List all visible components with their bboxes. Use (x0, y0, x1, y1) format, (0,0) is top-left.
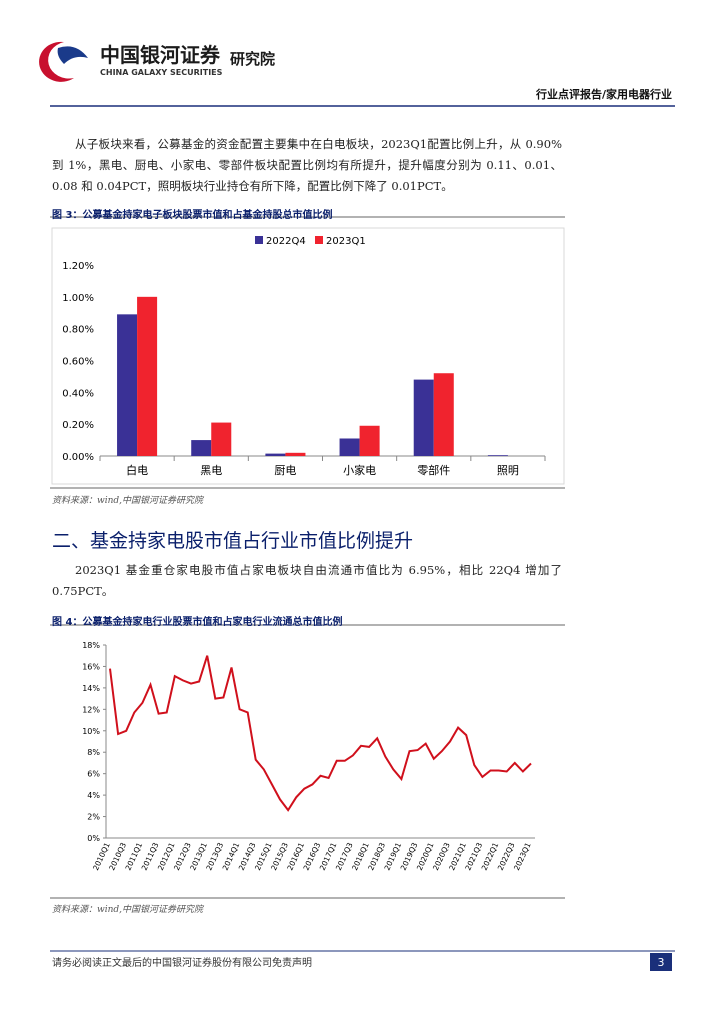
y-tick-label: 0.40% (62, 388, 94, 399)
y-tick-label: 0.20% (62, 420, 94, 431)
y-tick-label: 8% (87, 748, 100, 757)
bar (265, 453, 286, 456)
figure-title: 图 3：公募基金持家电子板块股票市值和占基金持股总市值比例 (52, 210, 333, 221)
page-number: 3 (658, 956, 665, 969)
bar (413, 379, 434, 456)
x-tick-label: 黑电 (200, 464, 222, 477)
y-tick-label: 14% (82, 684, 100, 693)
bar (285, 452, 306, 456)
source: 资料来源：wind,中国银河证券研究院 (52, 496, 204, 506)
y-tick-label: 10% (82, 727, 100, 736)
page-box (650, 953, 672, 971)
y-tick-label: 0% (87, 834, 100, 843)
bar (191, 440, 212, 456)
y-tick-label: 0.80% (62, 325, 94, 336)
bar (433, 373, 454, 456)
bar (211, 422, 232, 456)
y-tick-label: 0.00% (62, 452, 94, 463)
paragraph: 从子板块来看，公募基金的资金配置主要集中在白电板块，2023Q1配置比例上升，从… (52, 137, 562, 193)
company-cn: 中国银河证券 (100, 43, 221, 67)
legend-swatch (315, 236, 323, 244)
y-tick-label: 1.20% (62, 261, 94, 272)
y-tick-label: 4% (87, 791, 100, 800)
report-type: 行业点评报告/家用电器行业 (535, 87, 672, 101)
line (109, 655, 532, 812)
source: 资料来源：wind,中国银河证券研究院 (52, 905, 204, 915)
figure-title: 图 4：公募基金持家电行业股票市值和占家电行业流通总市值比例 (52, 617, 343, 628)
section-title: 二、基金持家电股市值占行业市值比例提升 (52, 530, 414, 552)
company-en: CHINA GALAXY SECURITIES (100, 68, 223, 77)
legend-label: 2023Q1 (326, 236, 366, 247)
y-tick-label: 16% (82, 662, 100, 671)
y-tick-label: 18% (82, 641, 100, 650)
institute: 研究院 (230, 50, 275, 68)
bar (117, 314, 138, 456)
y-tick-label: 12% (82, 705, 100, 714)
bar (487, 455, 508, 456)
x-tick-label: 白电 (126, 463, 148, 477)
y-tick-label: 6% (87, 770, 100, 779)
bar (359, 425, 380, 456)
x-tick-label: 零部件 (417, 463, 450, 477)
y-tick-label: 2% (87, 813, 100, 822)
logo (39, 41, 88, 82)
legend-label: 2022Q4 (266, 236, 306, 247)
x-tick-label: 照明 (497, 464, 519, 477)
plot-frame (51, 227, 565, 485)
x-tick-label: 厨电 (274, 464, 296, 477)
x-tick-label: 小家电 (343, 463, 376, 477)
bar (339, 438, 360, 456)
y-tick-label: 0.60% (62, 357, 94, 368)
disclaimer: 请务必阅读正文最后的中国银河证券股份有限公司免责声明 (52, 956, 312, 969)
paragraph: 2023Q1 基金重仓家电股市值占家电板块自由流通市值比为 6.95%，相比 2… (52, 563, 562, 598)
legend-swatch (255, 236, 263, 244)
y-tick-label: 1.00% (62, 293, 94, 304)
bar (137, 296, 158, 456)
